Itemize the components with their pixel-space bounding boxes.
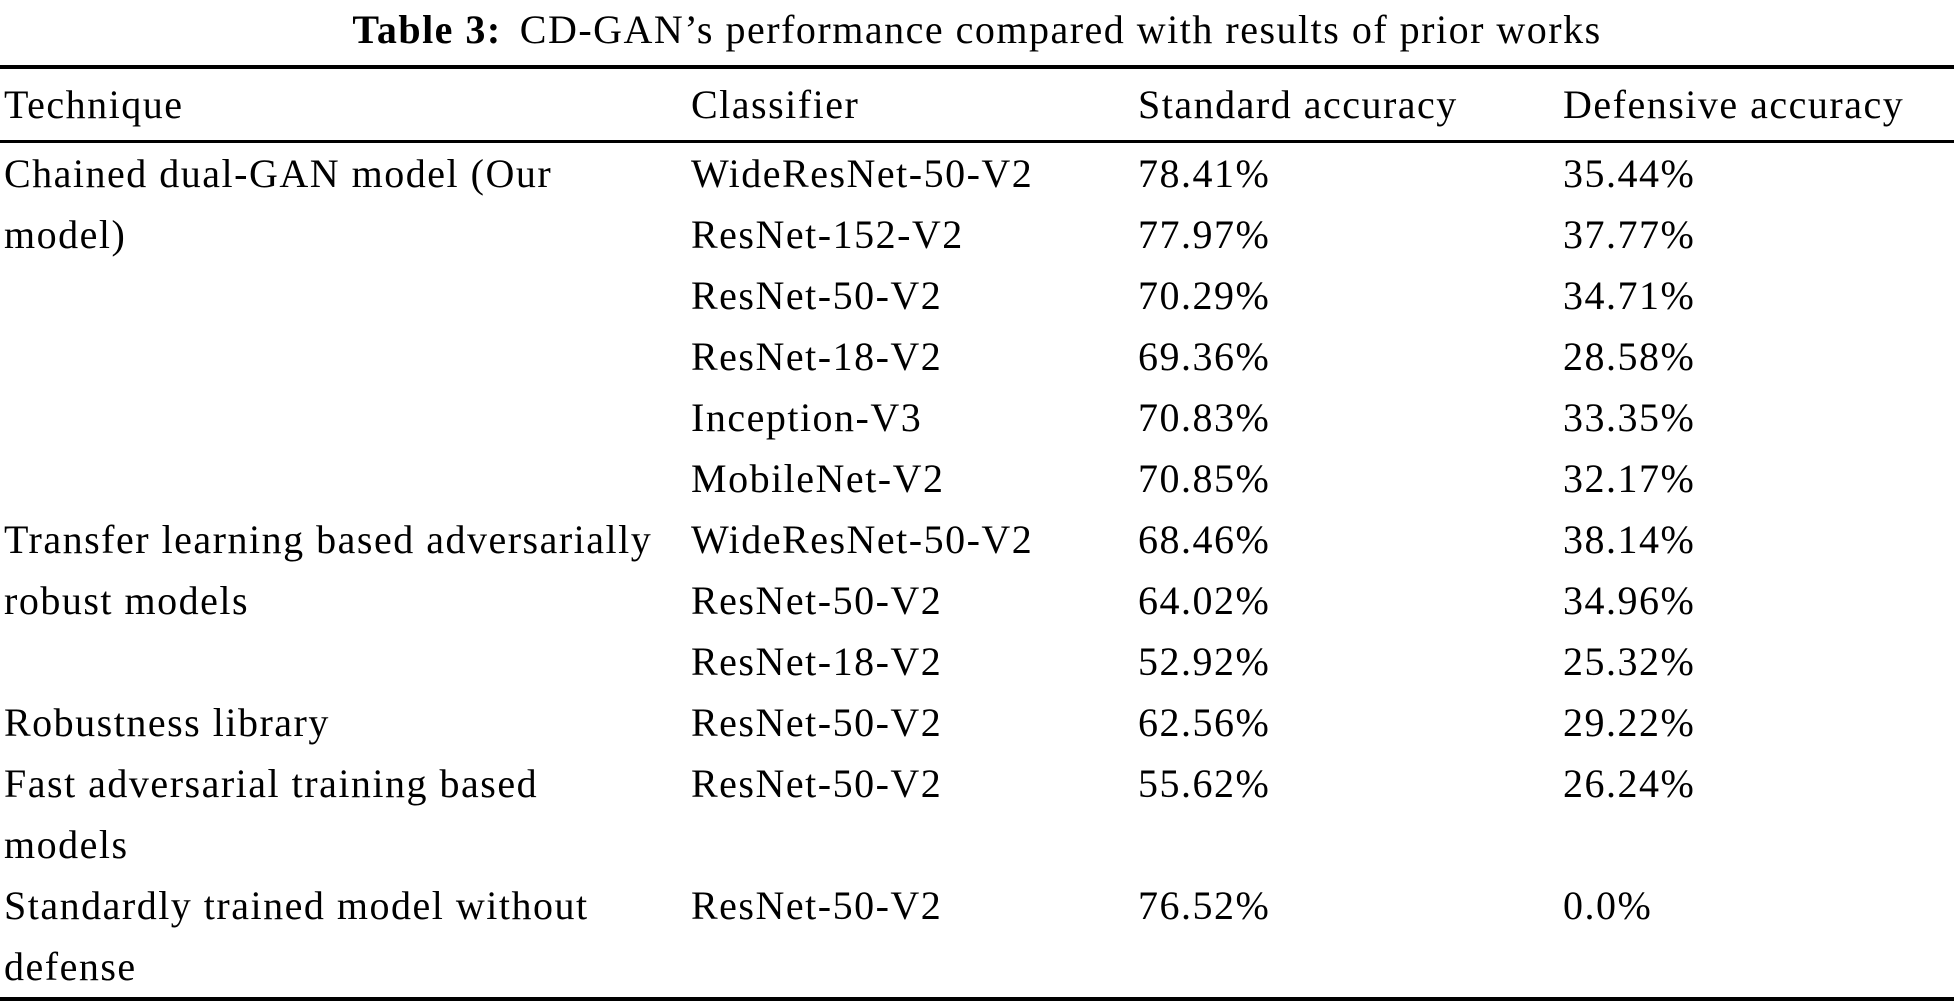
table-row: Chained dual-GAN model (Our model) WideR… — [0, 142, 1954, 257]
defensive-accuracy-cell: 25.32% — [1563, 639, 1696, 684]
classifier-cell: ResNet-152-V2 — [691, 212, 964, 257]
classifier-cell: WideResNet-50-V2 — [691, 517, 1034, 562]
technique-cell: Transfer learning based adversarially ro… — [0, 509, 691, 692]
defensive-accuracy-cell: 28.58% — [1563, 334, 1696, 379]
table-row: ResNet-50-V2 64.02% 34.96% — [0, 570, 1954, 631]
defensive-accuracy-cell: 35.44% — [1563, 151, 1696, 196]
classifier-cell: Inception-V3 — [691, 395, 923, 440]
classifier-cell: ResNet-18-V2 — [691, 639, 943, 684]
results-table: Technique Classifier Standard accuracy D… — [0, 65, 1954, 1001]
classifier-cell: ResNet-50-V2 — [691, 578, 943, 623]
standard-accuracy-cell: 76.52% — [1138, 883, 1271, 928]
technique-cell: Standardly trained model without defense — [0, 875, 691, 999]
technique-cell: Chained dual-GAN model (Our model) — [0, 142, 691, 510]
classifier-cell: WideResNet-50-V2 — [691, 151, 1034, 196]
classifier-cell: ResNet-18-V2 — [691, 334, 943, 379]
table-row: ResNet-152-V2 77.97% 37.77% — [0, 204, 1954, 265]
classifier-cell: MobileNet-V2 — [691, 456, 945, 501]
table-row: Inception-V3 70.83% 33.35% — [0, 387, 1954, 448]
column-header-standard-accuracy: Standard accuracy — [1138, 67, 1563, 143]
standard-accuracy-cell: 70.85% — [1138, 456, 1271, 501]
technique-text: Robustness library — [4, 700, 330, 745]
table-row: Robustness library ResNet-50-V2 62.56% 2… — [0, 692, 1954, 753]
technique-text: Chained dual-GAN model (Our model) — [4, 151, 553, 257]
classifier-cell: ResNet-50-V2 — [691, 700, 943, 745]
standard-accuracy-cell: 77.97% — [1138, 212, 1271, 257]
defensive-accuracy-cell: 34.96% — [1563, 578, 1696, 623]
table-caption: Table 3: CD-GAN’s performance compared wi… — [0, 0, 1954, 65]
defensive-accuracy-cell: 32.17% — [1563, 456, 1696, 501]
classifier-cell: ResNet-50-V2 — [691, 883, 943, 928]
defensive-accuracy-cell: 34.71% — [1563, 273, 1696, 318]
technique-text: Fast adversarial training based models — [4, 761, 539, 867]
table-row: Transfer learning based adversarially ro… — [0, 509, 1954, 623]
classifier-cell: ResNet-50-V2 — [691, 273, 943, 318]
technique-cell: Robustness library — [0, 692, 691, 753]
header-row: Technique Classifier Standard accuracy D… — [0, 67, 1954, 143]
technique-text: Standardly trained model without defense — [4, 883, 589, 989]
table-caption-text: CD-GAN’s performance compared with resul… — [519, 7, 1602, 52]
table-header: Technique Classifier Standard accuracy D… — [0, 67, 1954, 143]
standard-accuracy-cell: 69.36% — [1138, 334, 1271, 379]
defensive-accuracy-cell: 37.77% — [1563, 212, 1696, 257]
classifier-cell: ResNet-50-V2 — [691, 761, 943, 806]
standard-accuracy-cell: 70.83% — [1138, 395, 1271, 440]
defensive-accuracy-cell: 0.0% — [1563, 883, 1653, 928]
table-row: ResNet-50-V2 70.29% 34.71% — [0, 265, 1954, 326]
technique-cell: Fast adversarial training based models — [0, 753, 691, 875]
table-row: ResNet-18-V2 69.36% 28.58% — [0, 326, 1954, 387]
technique-text: Transfer learning based adversarially ro… — [4, 517, 653, 623]
defensive-accuracy-cell: 33.35% — [1563, 395, 1696, 440]
defensive-accuracy-cell: 26.24% — [1563, 761, 1696, 806]
column-header-classifier: Classifier — [691, 67, 1138, 143]
table-row: Standardly trained model without defense… — [0, 875, 1954, 999]
column-header-defensive-accuracy: Defensive accuracy — [1563, 67, 1954, 143]
table-row: Fast adversarial training based models R… — [0, 753, 1954, 875]
column-header-technique: Technique — [0, 67, 691, 143]
standard-accuracy-cell: 55.62% — [1138, 761, 1271, 806]
table-row: ResNet-18-V2 52.92% 25.32% — [0, 631, 1954, 692]
standard-accuracy-cell: 70.29% — [1138, 273, 1271, 318]
standard-accuracy-cell: 52.92% — [1138, 639, 1271, 684]
table-body: Chained dual-GAN model (Our model) WideR… — [0, 142, 1954, 1000]
defensive-accuracy-cell: 29.22% — [1563, 700, 1696, 745]
defensive-accuracy-cell: 38.14% — [1563, 517, 1696, 562]
standard-accuracy-cell: 78.41% — [1138, 151, 1271, 196]
table-caption-label: Table 3: — [352, 7, 502, 52]
standard-accuracy-cell: 64.02% — [1138, 578, 1271, 623]
standard-accuracy-cell: 68.46% — [1138, 517, 1271, 562]
table-row: MobileNet-V2 70.85% 32.17% — [0, 448, 1954, 509]
standard-accuracy-cell: 62.56% — [1138, 700, 1271, 745]
